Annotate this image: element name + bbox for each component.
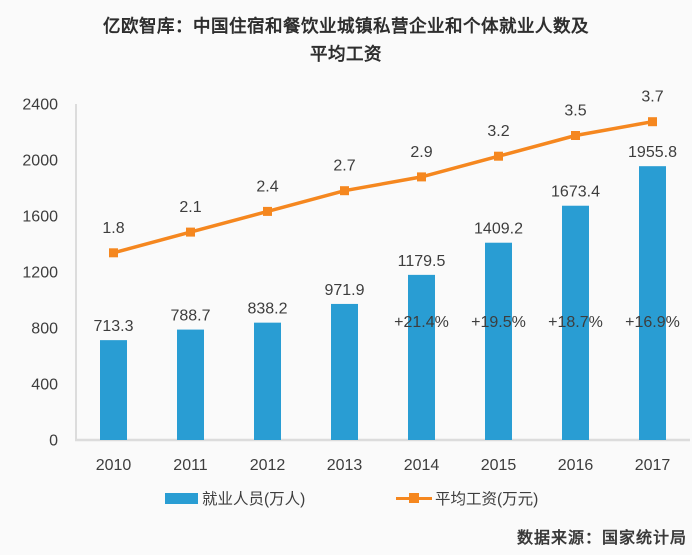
legend-wage-label: 平均工资(万元) <box>435 491 539 508</box>
data-source-text: 数据来源：国家统计局 <box>516 530 687 547</box>
bar-value-label: 1179.5 <box>398 253 446 270</box>
y-axis-tick-label: 1600 <box>22 209 58 226</box>
x-axis-label: 2015 <box>481 457 517 474</box>
legend-item-employment: 就业人员(万人) <box>165 487 305 509</box>
bar <box>485 242 512 440</box>
x-axis-label: 2017 <box>635 457 671 474</box>
y-axis-tick-label: 800 <box>31 321 58 338</box>
x-axis-label: 2016 <box>558 457 594 474</box>
chart-title-line2: 平均工资 <box>310 44 382 64</box>
line-point-marker <box>571 131 580 140</box>
line-value-label: 2.1 <box>179 199 201 216</box>
line-value-label: 2.4 <box>256 178 278 195</box>
legend-item-wage: 平均工资(万元) <box>396 487 538 509</box>
x-axis-label: 2014 <box>404 457 440 474</box>
bar <box>408 274 435 440</box>
bar-value-label: 971.9 <box>324 282 364 299</box>
line-value-label: 2.7 <box>333 158 355 175</box>
x-axis-label: 2012 <box>250 457 286 474</box>
bar <box>639 166 666 441</box>
x-axis-label: 2010 <box>96 457 132 474</box>
y-axis-tick-label: 400 <box>31 377 58 394</box>
bar-value-label: 1955.8 <box>628 144 677 161</box>
y-axis-tick-label: 2000 <box>22 153 58 170</box>
bar <box>177 329 204 440</box>
bar-value-label: 713.3 <box>93 318 133 335</box>
line-point-marker <box>340 186 349 196</box>
y-axis-tick-label: 1200 <box>22 265 58 282</box>
y-axis-tick-label: 0 <box>49 433 58 450</box>
growth-annotation: +21.4% <box>394 314 449 331</box>
line-point-marker <box>494 151 503 161</box>
line-value-label: 3.5 <box>564 103 586 120</box>
growth-annotation: +18.7% <box>548 314 603 331</box>
chart-title-line1: 亿欧智库：中国住宿和餐饮业城镇私营企业和个体就业人数及 <box>103 16 589 36</box>
line-point-marker <box>648 117 657 127</box>
bar-value-label: 838.2 <box>247 301 287 318</box>
line-point-marker <box>109 248 118 258</box>
legend-bar-swatch-icon <box>165 492 198 504</box>
line-point-marker <box>417 172 426 182</box>
line-point-marker <box>263 206 272 216</box>
wage-line <box>113 119 653 255</box>
x-axis-label: 2013 <box>327 457 363 474</box>
line-value-label: 1.8 <box>102 220 124 237</box>
bar <box>331 303 358 440</box>
line-value-label: 3.2 <box>487 123 509 140</box>
bar-value-label: 788.7 <box>170 308 210 325</box>
bar <box>562 205 589 440</box>
y-axis-tick-label: 2400 <box>22 97 58 114</box>
legend-employment-label: 就业人员(万人) <box>202 491 306 508</box>
line-value-label: 2.9 <box>410 144 432 161</box>
bar-value-label: 1409.2 <box>474 221 523 238</box>
bar-value-label: 1673.4 <box>551 184 600 201</box>
growth-annotation: +19.5% <box>471 314 526 331</box>
growth-annotation: +16.9% <box>625 314 680 331</box>
line-value-label: 3.7 <box>641 89 663 106</box>
bar <box>254 322 281 440</box>
x-axis-label: 2011 <box>173 457 208 474</box>
line-point-marker <box>186 227 195 237</box>
legend-line-swatch-icon <box>396 492 432 504</box>
bar <box>100 340 127 440</box>
chart-title: 亿欧智库：中国住宿和餐饮业城镇私营企业和个体就业人数及 平均工资 <box>0 12 692 68</box>
